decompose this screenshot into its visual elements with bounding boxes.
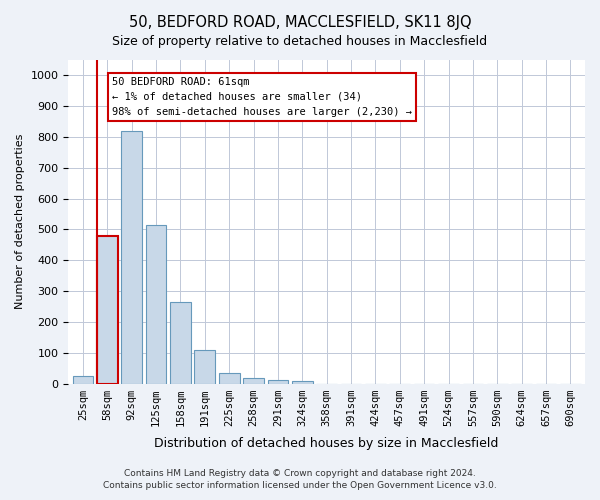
Text: 50, BEDFORD ROAD, MACCLESFIELD, SK11 8JQ: 50, BEDFORD ROAD, MACCLESFIELD, SK11 8JQ	[128, 15, 472, 30]
Bar	[194, 350, 215, 384]
Bar	[243, 378, 264, 384]
Bar	[170, 302, 191, 384]
Bar	[97, 236, 118, 384]
X-axis label: Distribution of detached houses by size in Macclesfield: Distribution of detached houses by size …	[154, 437, 499, 450]
Text: Size of property relative to detached houses in Macclesfield: Size of property relative to detached ho…	[112, 35, 488, 48]
Bar	[97, 236, 118, 384]
Bar	[121, 131, 142, 384]
Text: 50 BEDFORD ROAD: 61sqm
← 1% of detached houses are smaller (34)
98% of semi-deta: 50 BEDFORD ROAD: 61sqm ← 1% of detached …	[112, 77, 412, 116]
Bar	[268, 380, 288, 384]
Bar	[219, 372, 239, 384]
Bar	[146, 225, 166, 384]
Bar	[73, 376, 93, 384]
Text: Contains HM Land Registry data © Crown copyright and database right 2024.
Contai: Contains HM Land Registry data © Crown c…	[103, 468, 497, 490]
Bar	[292, 381, 313, 384]
Y-axis label: Number of detached properties: Number of detached properties	[15, 134, 25, 310]
